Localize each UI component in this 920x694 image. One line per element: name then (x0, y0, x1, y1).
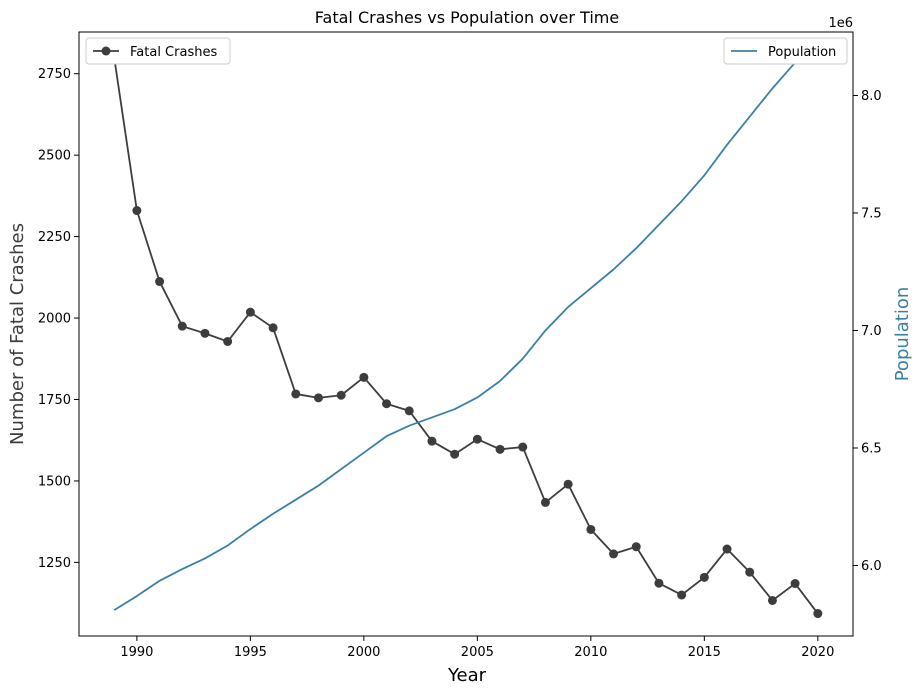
fatal-crashes-point (677, 590, 687, 600)
legend-box (723, 37, 848, 65)
fatal-crashes-point (336, 390, 346, 400)
right-y-tick-label: 8.0 (861, 89, 882, 104)
x-tick-label: 1995 (234, 645, 267, 660)
fatal-crashes-point (609, 549, 619, 559)
fatal-crashes-point (132, 206, 142, 216)
x-axis: 1990 1995 2000 2005 2010 2015 2020 (120, 636, 834, 660)
x-axis-title: Year (447, 665, 487, 686)
fatal-crashes-point (313, 393, 323, 403)
chart-title: Fatal Crashes vs Population over Time (315, 8, 619, 27)
right-y-axis-title: Population (892, 287, 913, 382)
fatal-crashes-point (155, 277, 165, 287)
right-y-tick-label: 6.0 (861, 559, 882, 574)
fatal-crashes-point (427, 436, 437, 446)
x-tick-label: 1990 (120, 645, 153, 660)
fatal-crashes-point (518, 442, 528, 452)
fatal-crashes-point (291, 389, 301, 399)
x-tick-label: 2005 (461, 645, 494, 660)
right-y-tick-label: 7.5 (861, 206, 882, 221)
population-line (113, 52, 819, 611)
left-y-axis: 1250 1500 1750 2000 2250 2500 2750 (38, 67, 79, 571)
fatal-crashes-point (450, 449, 460, 459)
fatal-crashes-point (586, 524, 596, 534)
fatal-crashes-point (200, 328, 210, 338)
fatal-crashes-line (113, 57, 819, 615)
fatal-crashes-point (790, 579, 800, 589)
fatal-crashes-point (404, 406, 414, 416)
left-y-axis-title: Number of Fatal Crashes (7, 223, 28, 445)
left-y-tick-label: 1750 (38, 393, 71, 408)
legend-box (85, 37, 231, 65)
fatal-crashes-point (223, 336, 233, 346)
right-y-axis: 6.0 6.5 7.0 7.5 8.0 (853, 89, 882, 574)
fatal-crashes-point (495, 444, 505, 454)
legend-label: Population (768, 45, 836, 60)
fatal-crashes-point (540, 497, 550, 507)
right-axis-multiplier: 1e6 (828, 16, 853, 31)
fatal-crashes-point (177, 321, 187, 331)
plot-area (78, 31, 854, 637)
x-tick-label: 2000 (347, 645, 380, 660)
fatal-crashes-point (722, 544, 732, 554)
x-tick-label: 2015 (688, 645, 721, 660)
x-tick-label: 2010 (574, 645, 607, 660)
left-y-tick-label: 2750 (38, 67, 71, 82)
series-layer (109, 52, 823, 619)
fatal-crashes-point (472, 434, 482, 444)
legend-label: Fatal Crashes (130, 45, 217, 60)
left-y-tick-label: 1250 (38, 556, 71, 571)
fatal-crashes-point (631, 542, 641, 552)
fatal-crashes-point (563, 479, 573, 489)
left-y-tick-label: 2250 (38, 230, 71, 245)
x-tick-label: 2020 (801, 645, 834, 660)
legend-marker (101, 46, 111, 56)
left-y-tick-label: 2000 (38, 312, 71, 327)
fatal-crashes-point (699, 572, 709, 582)
fatal-crashes-point (359, 372, 369, 382)
legend-population: Population (723, 37, 848, 65)
fatal-crashes-point (745, 567, 755, 577)
left-y-tick-label: 2500 (38, 149, 71, 164)
fatal-crashes-point (654, 578, 664, 588)
fatal-crashes-point (813, 609, 823, 619)
right-y-tick-label: 7.0 (861, 324, 882, 339)
legend-fatal-crashes: Fatal Crashes (85, 37, 231, 65)
fatal-crashes-point (382, 399, 392, 409)
left-y-tick-label: 1500 (38, 474, 71, 489)
fatal-crashes-point (268, 323, 278, 333)
right-y-tick-label: 6.5 (861, 441, 882, 456)
fatal-crashes-point (767, 595, 777, 605)
fatal-crashes-point (245, 307, 255, 317)
